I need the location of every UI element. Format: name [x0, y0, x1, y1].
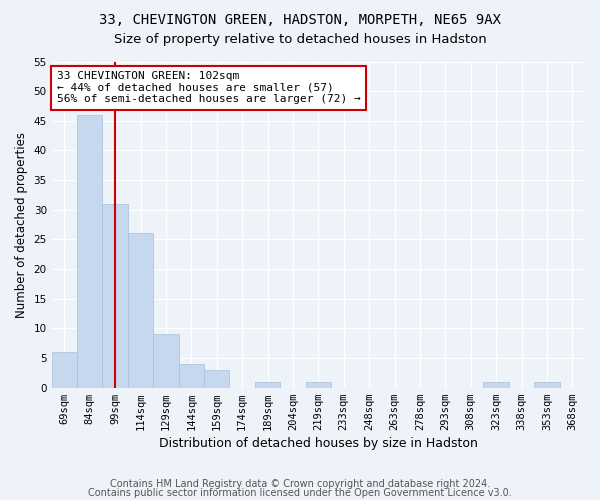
Text: 33, CHEVINGTON GREEN, HADSTON, MORPETH, NE65 9AX: 33, CHEVINGTON GREEN, HADSTON, MORPETH, … [99, 12, 501, 26]
Text: Size of property relative to detached houses in Hadston: Size of property relative to detached ho… [113, 32, 487, 46]
Bar [52, 352, 77, 388]
X-axis label: Distribution of detached houses by size in Hadston: Distribution of detached houses by size … [159, 437, 478, 450]
Text: 33 CHEVINGTON GREEN: 102sqm
← 44% of detached houses are smaller (57)
56% of sem: 33 CHEVINGTON GREEN: 102sqm ← 44% of det… [57, 72, 361, 104]
Bar [255, 382, 280, 388]
Bar [128, 234, 153, 388]
Bar [153, 334, 179, 388]
Bar [103, 204, 128, 388]
Y-axis label: Number of detached properties: Number of detached properties [15, 132, 28, 318]
Bar [204, 370, 229, 388]
Bar [484, 382, 509, 388]
Text: Contains public sector information licensed under the Open Government Licence v3: Contains public sector information licen… [88, 488, 512, 498]
Bar [534, 382, 560, 388]
Bar [77, 115, 103, 388]
Bar [305, 382, 331, 388]
Bar [179, 364, 204, 388]
Text: Contains HM Land Registry data © Crown copyright and database right 2024.: Contains HM Land Registry data © Crown c… [110, 479, 490, 489]
